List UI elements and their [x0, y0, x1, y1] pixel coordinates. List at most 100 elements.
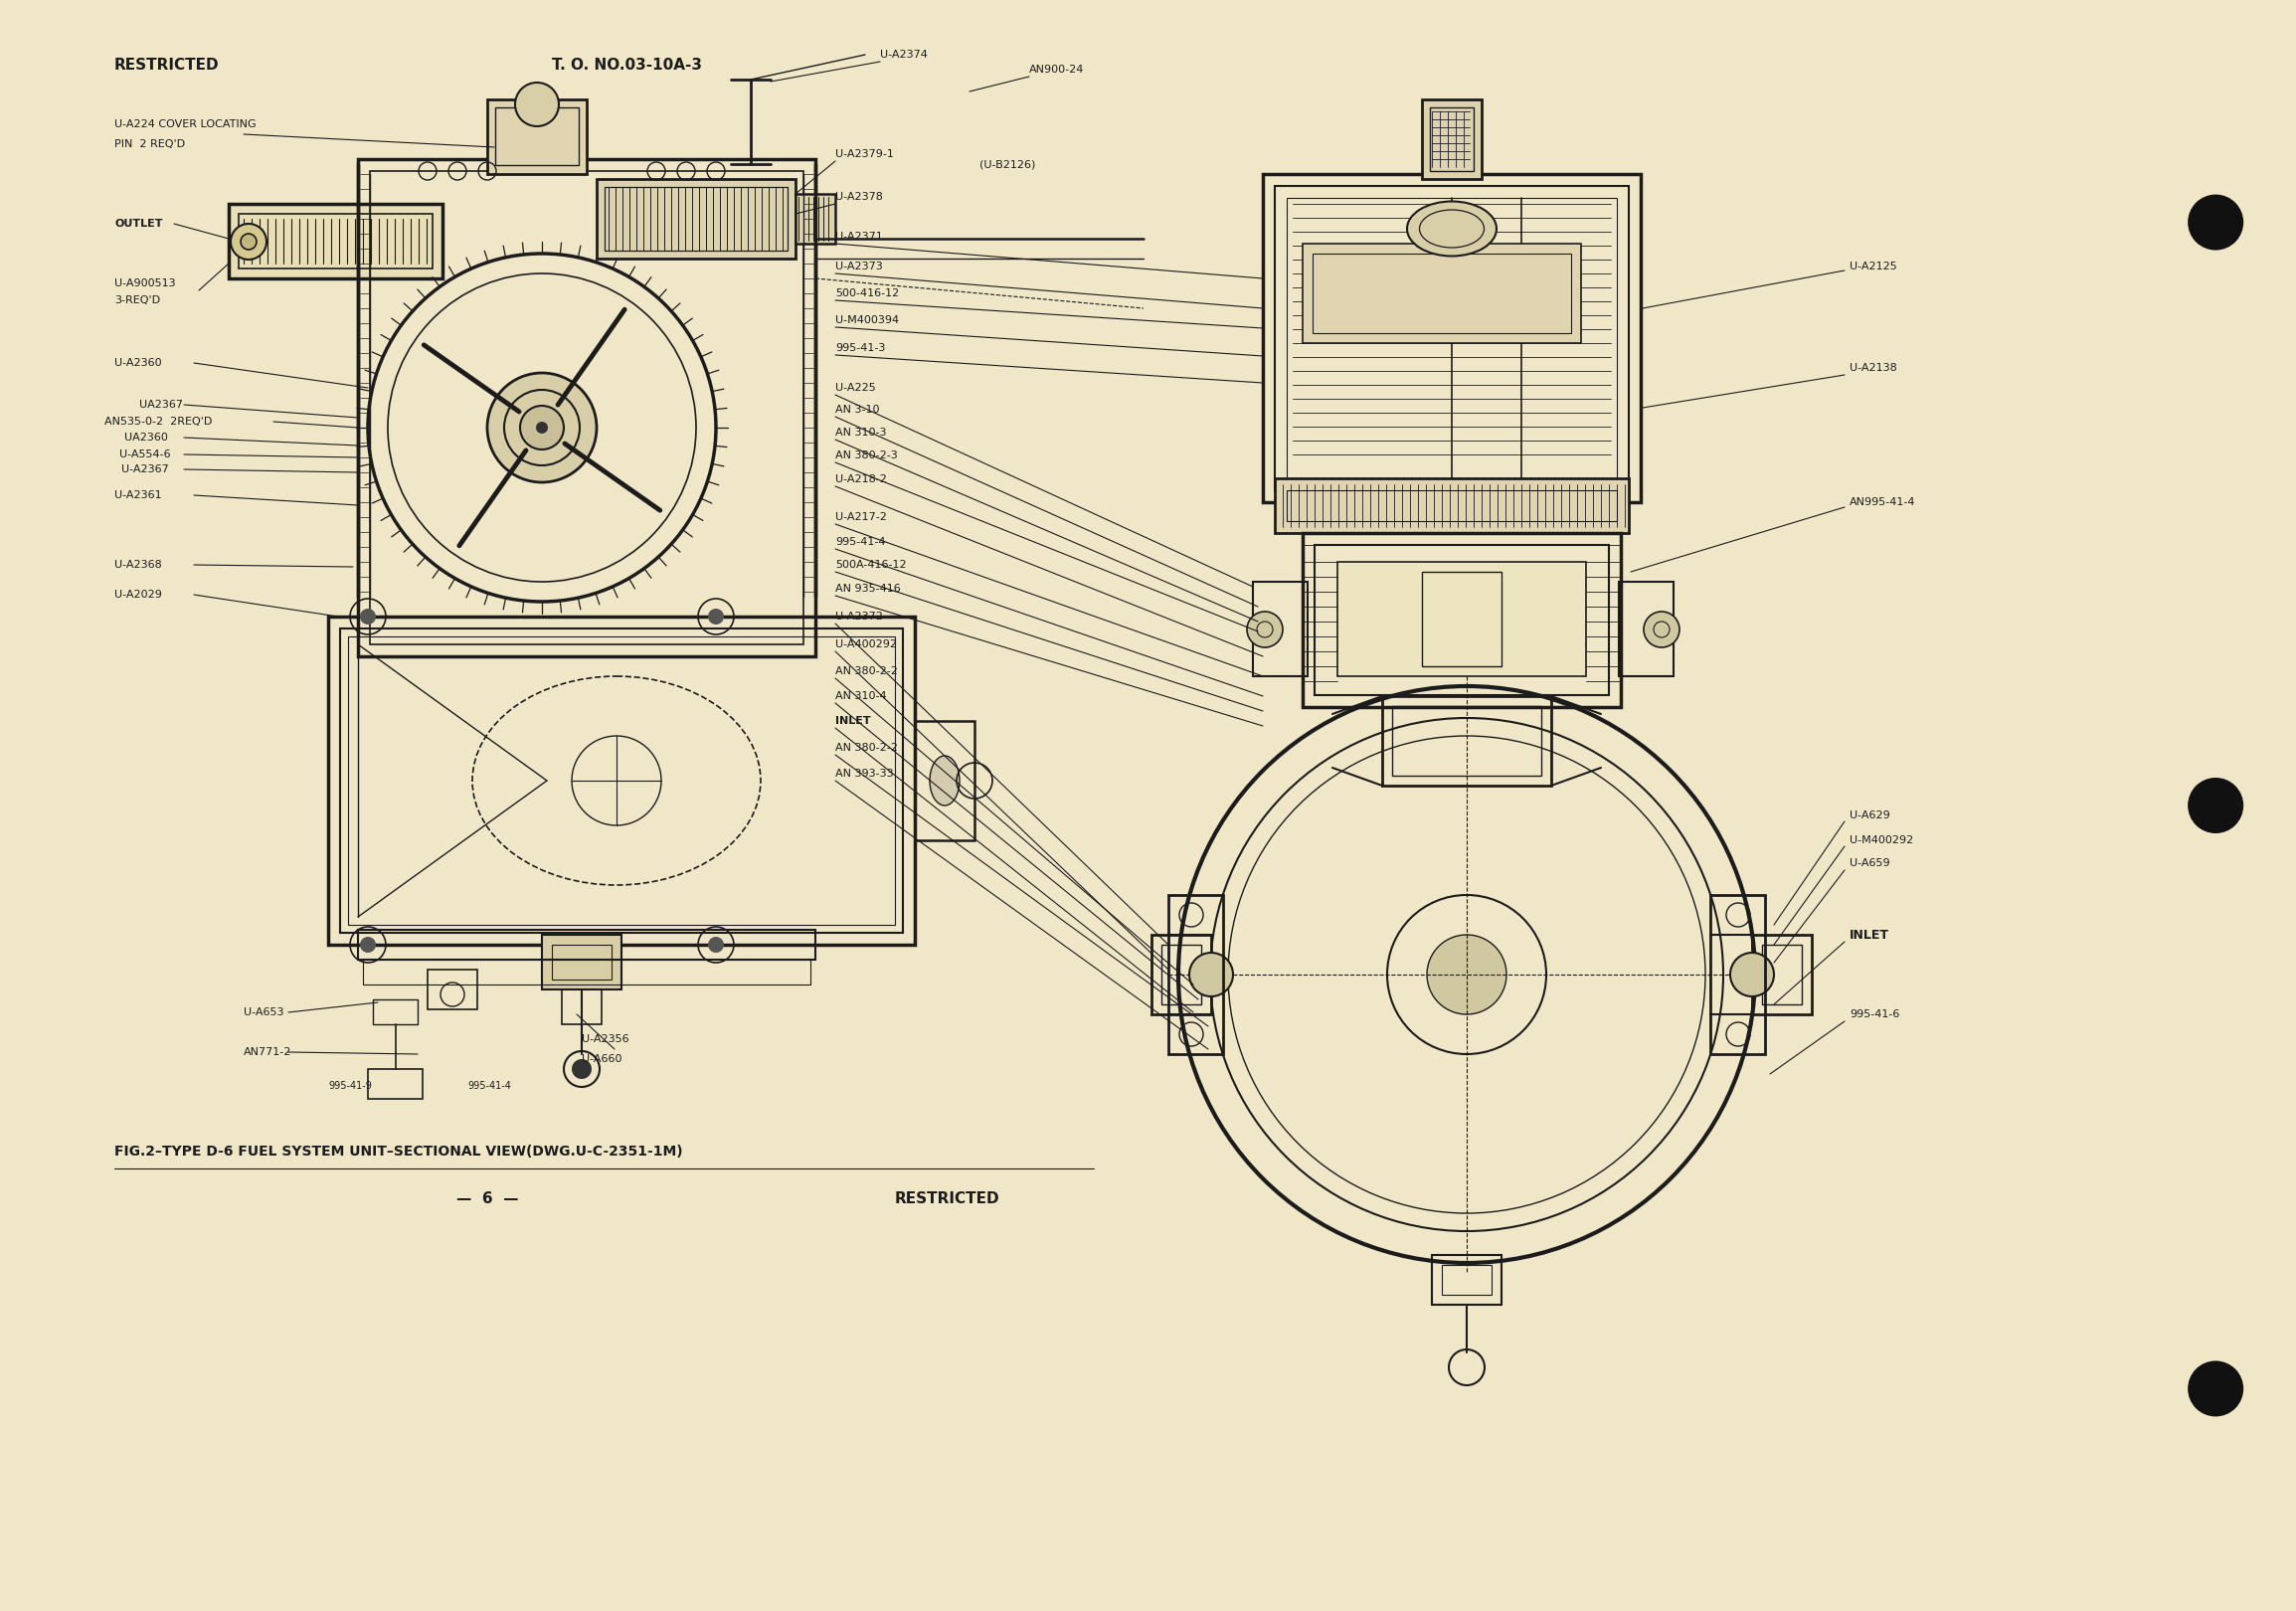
- Text: U-A554-6: U-A554-6: [119, 449, 170, 459]
- Text: U-A217-2: U-A217-2: [836, 512, 886, 522]
- Bar: [1442, 1265, 1492, 1295]
- Bar: [1169, 896, 1224, 1054]
- Bar: [1153, 934, 1212, 1015]
- Text: U-A2367: U-A2367: [122, 464, 170, 474]
- Text: AN535-0-2  2REQ'D: AN535-0-2 2REQ'D: [103, 417, 211, 427]
- Bar: [1286, 490, 1616, 520]
- Bar: [496, 108, 579, 164]
- Text: U-A2373: U-A2373: [836, 261, 882, 272]
- Bar: [1752, 934, 1812, 1015]
- Bar: [542, 934, 622, 989]
- Circle shape: [707, 936, 723, 952]
- Bar: [370, 171, 804, 644]
- Bar: [1421, 100, 1481, 179]
- Text: U-A2360: U-A2360: [115, 358, 161, 367]
- Bar: [1761, 944, 1802, 1004]
- Text: 995-41-4: 995-41-4: [468, 1081, 512, 1091]
- Text: 995-41-4: 995-41-4: [836, 536, 886, 548]
- Bar: [1430, 108, 1474, 171]
- Text: U-A2371: U-A2371: [836, 232, 882, 242]
- Bar: [358, 930, 815, 960]
- Circle shape: [360, 936, 377, 952]
- Bar: [1302, 533, 1621, 707]
- Bar: [794, 193, 836, 243]
- Text: AN 393-33: AN 393-33: [836, 768, 893, 778]
- Text: U-A660: U-A660: [581, 1054, 622, 1063]
- Text: U-A629: U-A629: [1851, 810, 1890, 820]
- Text: AN771-2: AN771-2: [243, 1047, 292, 1057]
- Text: U-M400394: U-M400394: [836, 316, 900, 325]
- Text: UA2360: UA2360: [124, 433, 168, 443]
- Bar: [1254, 582, 1309, 677]
- Text: U-A2125: U-A2125: [1851, 261, 1896, 272]
- Text: FIG.2–TYPE D-6 FUEL SYSTEM UNIT–SECTIONAL VIEW(DWG.U-C-2351-1M): FIG.2–TYPE D-6 FUEL SYSTEM UNIT–SECTIONA…: [115, 1144, 682, 1158]
- Circle shape: [1189, 952, 1233, 997]
- Bar: [230, 205, 443, 279]
- Circle shape: [514, 82, 558, 126]
- Circle shape: [241, 234, 257, 250]
- Circle shape: [535, 422, 549, 433]
- Bar: [372, 999, 418, 1025]
- Text: U-A2372: U-A2372: [836, 612, 884, 622]
- Circle shape: [1426, 934, 1506, 1015]
- Text: (U-B2126): (U-B2126): [980, 159, 1035, 169]
- Text: 500A-416-12: 500A-416-12: [836, 561, 907, 570]
- Circle shape: [1731, 952, 1775, 997]
- Bar: [328, 617, 914, 944]
- Text: U-A218-2: U-A218-2: [836, 474, 886, 485]
- Text: AN 380-2-3: AN 380-2-3: [836, 451, 898, 461]
- Text: AN 380-2-2: AN 380-2-2: [836, 667, 898, 677]
- Text: U-A2361: U-A2361: [115, 490, 161, 499]
- Bar: [239, 214, 432, 269]
- Circle shape: [1247, 612, 1283, 648]
- Text: U-A2378: U-A2378: [836, 192, 884, 201]
- Circle shape: [2188, 778, 2243, 833]
- Text: PIN  2 REQ'D: PIN 2 REQ'D: [115, 139, 186, 150]
- Bar: [1433, 1255, 1502, 1305]
- Text: AN 310-3: AN 310-3: [836, 427, 886, 438]
- Bar: [563, 989, 602, 1025]
- Bar: [1274, 478, 1628, 533]
- Text: U-A2138: U-A2138: [1851, 362, 1896, 372]
- Ellipse shape: [930, 756, 960, 806]
- Text: AN 935-416: AN 935-416: [836, 583, 900, 594]
- Text: AN 3-10: AN 3-10: [836, 404, 879, 414]
- Bar: [551, 944, 611, 979]
- Text: U-A900513: U-A900513: [115, 279, 174, 288]
- Text: U-A659: U-A659: [1851, 859, 1890, 868]
- Text: 3-REQ'D: 3-REQ'D: [115, 295, 161, 306]
- Text: INLET: INLET: [1851, 928, 1890, 941]
- Text: RESTRICTED: RESTRICTED: [115, 56, 220, 72]
- Circle shape: [1644, 612, 1678, 648]
- Bar: [1339, 562, 1587, 677]
- Text: U-A2356: U-A2356: [581, 1034, 629, 1044]
- Bar: [340, 628, 902, 933]
- Text: U-A2029: U-A2029: [115, 590, 163, 599]
- Text: U-A225: U-A225: [836, 383, 875, 393]
- Text: U-M400292: U-M400292: [1851, 836, 1913, 846]
- Text: AN 380-2-2: AN 380-2-2: [836, 743, 898, 752]
- Text: AN995-41-4: AN995-41-4: [1851, 498, 1915, 507]
- Circle shape: [230, 224, 266, 259]
- Circle shape: [2188, 1361, 2243, 1416]
- Bar: [1619, 582, 1674, 677]
- Bar: [358, 159, 815, 656]
- Text: OUTLET: OUTLET: [115, 219, 163, 229]
- Text: U-A2379-1: U-A2379-1: [836, 150, 893, 159]
- Bar: [1263, 174, 1642, 503]
- Bar: [1274, 185, 1628, 490]
- Circle shape: [707, 609, 723, 625]
- Text: U-A2368: U-A2368: [115, 561, 161, 570]
- Bar: [427, 970, 478, 1010]
- Bar: [1162, 944, 1201, 1004]
- Text: AN 310-4: AN 310-4: [836, 691, 886, 701]
- Bar: [363, 960, 810, 984]
- Bar: [1421, 572, 1502, 667]
- Text: 995-41-6: 995-41-6: [1851, 1010, 1899, 1020]
- Circle shape: [2188, 195, 2243, 250]
- Circle shape: [360, 609, 377, 625]
- Text: 995-41-9: 995-41-9: [328, 1081, 372, 1091]
- Bar: [1391, 706, 1541, 775]
- Text: UA2367: UA2367: [140, 400, 184, 409]
- Circle shape: [572, 1058, 592, 1079]
